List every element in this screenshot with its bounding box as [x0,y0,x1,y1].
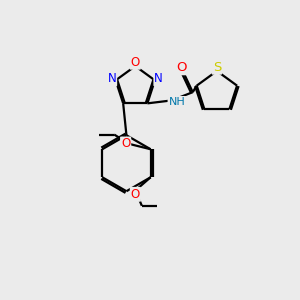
Text: O: O [131,56,140,69]
Text: N: N [107,72,116,86]
Text: O: O [121,137,130,151]
Text: O: O [131,188,140,201]
Text: S: S [213,61,221,74]
Text: O: O [177,61,187,74]
Text: N: N [154,72,163,86]
Text: NH: NH [169,97,185,107]
